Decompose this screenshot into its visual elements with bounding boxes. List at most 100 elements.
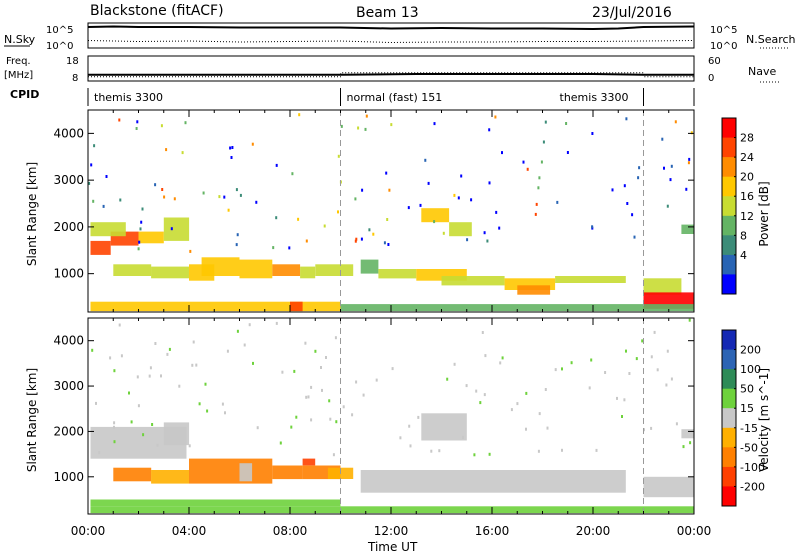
scatter-49: [305, 239, 308, 243]
scatter-49: [198, 402, 201, 406]
scatter-115: [275, 163, 278, 167]
scatter-74: [139, 227, 142, 231]
cbar-tick-label-4: 12: [740, 210, 754, 223]
cell-12: [315, 264, 354, 276]
scatter-31: [483, 393, 486, 397]
cell-13: [360, 259, 379, 274]
scatter-87: [526, 167, 529, 171]
cell-8: [201, 257, 240, 276]
noise-line-1: [87, 40, 695, 44]
cell-13: [90, 506, 694, 514]
freq-series: [88, 72, 694, 78]
scatter-5: [230, 156, 233, 159]
scatter-40: [387, 243, 390, 246]
scatter-26: [499, 361, 502, 365]
cbar-swatch-1: [722, 137, 736, 158]
scatter-79: [329, 417, 332, 421]
scatter-0: [385, 171, 388, 175]
xtick-label-5: 20:00: [576, 524, 611, 538]
cpid-segment-0: themis 3300: [94, 91, 163, 104]
cbar-swatch-5: [722, 215, 736, 236]
scatter-96: [307, 395, 310, 399]
scatter-58: [565, 122, 568, 125]
cell-4: [189, 458, 273, 484]
cbar-swatch-6: [722, 235, 736, 256]
cell-15: [302, 458, 316, 466]
scatter-31: [355, 237, 358, 241]
noise-left-label: N.Sky: [4, 33, 36, 46]
scatter-62: [635, 357, 638, 361]
scatter-67: [670, 377, 673, 381]
scatter-63: [537, 449, 540, 453]
scatter-117: [663, 166, 665, 170]
cell-15: [416, 269, 467, 281]
cell-3: [163, 217, 190, 241]
scatter-19: [623, 398, 626, 402]
scatter-85: [661, 137, 664, 141]
freq-line: [88, 73, 694, 76]
scatter-97: [173, 197, 176, 201]
scatter-22: [304, 341, 307, 345]
scatter-61: [424, 158, 427, 162]
xtick-label-1: 04:00: [172, 524, 207, 538]
scatter-0: [481, 331, 484, 334]
scatter-41: [650, 355, 653, 359]
scatter-94: [375, 378, 378, 382]
scatter-18: [221, 402, 224, 406]
power-panel: 4000 3000 2000 1000 Slant Range [km]: [25, 109, 695, 313]
cpid-segment-2: themis 3300: [560, 91, 629, 104]
scatter-118: [501, 151, 503, 155]
velocity-colorbar-label: Velocity [m s^-1]: [757, 368, 771, 472]
cell-10: [643, 476, 694, 498]
scatter-61: [160, 374, 162, 378]
scatter-93: [281, 370, 284, 374]
cell-1: [163, 422, 190, 446]
scatter-63: [357, 126, 360, 130]
cbar-tick-label-6: 4: [740, 249, 747, 262]
cell-11: [300, 266, 316, 279]
scatter-23: [128, 391, 130, 395]
cell-9: [360, 470, 626, 493]
cpid-segment-1: normal (fast) 151: [347, 91, 443, 104]
scatter-22: [361, 188, 364, 192]
cbar-tick-label-2: 50: [740, 383, 754, 396]
scatter-95: [98, 451, 101, 455]
scatter-72: [351, 413, 354, 417]
cbar-tick-label-3: 16: [740, 190, 754, 203]
scatter-77: [537, 186, 540, 190]
cell-18: [517, 285, 551, 295]
scatter-28: [218, 195, 221, 199]
cbar-tick-label-5: 8: [740, 229, 747, 242]
xtick-label-3: 12:00: [374, 524, 409, 538]
cbar-swatch-1: [722, 349, 736, 370]
scatter-115: [516, 402, 519, 406]
scatter-72: [591, 225, 594, 229]
scatter-21: [388, 188, 391, 192]
cell-12: [421, 413, 467, 441]
scatter-84: [430, 449, 433, 453]
scatter-45: [570, 361, 573, 365]
scatter-67: [407, 206, 410, 210]
scatter-20: [666, 204, 669, 208]
scatter-3: [293, 369, 296, 373]
scatter-14: [136, 120, 139, 124]
scatter-12: [561, 367, 563, 371]
scatter-43: [170, 227, 173, 231]
freq-panel: Freq. [MHz] 18 8 60 0 Nave: [4, 55, 780, 84]
scatter-36: [113, 440, 116, 444]
cbar-swatch-0: [722, 118, 736, 139]
cbar-swatch-4: [722, 408, 736, 429]
nave-tick-bottom: 0: [708, 73, 714, 84]
scatter-105: [310, 418, 313, 422]
scatter-33: [137, 404, 140, 408]
scatter-68: [669, 178, 672, 182]
scatter-27: [102, 204, 105, 208]
scatter-110: [141, 207, 144, 211]
scatter-25: [275, 321, 278, 325]
scatter-13: [556, 200, 559, 204]
noise-right-label: N.Search: [746, 33, 796, 46]
scatter-54: [160, 124, 163, 128]
scatter-32: [364, 127, 367, 131]
scatter-53: [544, 388, 547, 391]
scatter-4: [665, 383, 668, 387]
